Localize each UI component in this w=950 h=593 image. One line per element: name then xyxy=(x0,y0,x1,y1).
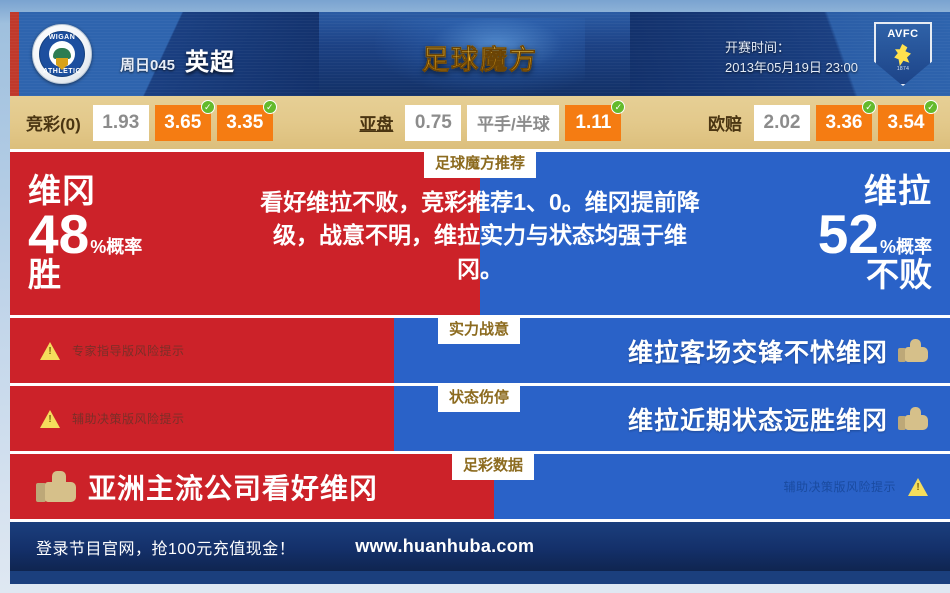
insight-risk-text: 专家指导版风险提示 xyxy=(72,344,185,358)
odds-cell[interactable]: 2.02 xyxy=(754,104,810,141)
odds-selected-check-icon: ✓ xyxy=(611,99,626,114)
odds-selected-check-icon: ✓ xyxy=(862,99,876,114)
odds-cell[interactable]: 1.11 ✓ xyxy=(565,99,626,141)
away-team-name: 维拉 xyxy=(864,172,932,210)
insight-headline: 维拉客场交锋不怵维冈 xyxy=(627,338,888,367)
warning-icon xyxy=(40,409,60,428)
insight-tag-strength: 实力战意 xyxy=(438,318,521,344)
header-accent-stripe xyxy=(10,12,19,96)
odds-group-2: 欧赔 2.02 3.36 ✓ 3.54 ✓ xyxy=(708,99,938,141)
recommendation-text: 看好维拉不败，竞彩推荐1、0。维冈提前降级，战意不明，维拉实力与状态均强于维冈。 xyxy=(260,189,700,282)
avfc-crest-icon: AVFC 1874 xyxy=(874,22,932,86)
thumbs-up-icon xyxy=(898,338,928,363)
odds-bar: 竞彩(0) 1.93 3.65 ✓ 3.35 ✓ 亚盘 0.75 平手/半球 1.11 ✓ 欧赔 2.0… xyxy=(10,96,950,149)
footer-promo-text: 登录节目官网，抢100元充值现金！ xyxy=(36,540,296,558)
thumbs-up-icon xyxy=(36,470,76,503)
insight-row[interactable]: 专家指导版风险提示 维拉客场交锋不怵维冈 实力战意 xyxy=(10,315,950,383)
brand-logo: 足球魔方 xyxy=(408,34,552,81)
match-round: 周日045 xyxy=(120,57,176,74)
odds-cell[interactable]: 1.93 xyxy=(92,104,149,141)
odds-group-1: 亚盘 0.75 平手/半球 1.11 ✓ xyxy=(359,99,626,141)
away-probability-value: 52 xyxy=(817,202,879,265)
kickoff-value: 2013年05月19日 23:00 xyxy=(725,60,858,76)
insight-risk-note: 辅助决策版风险提示 xyxy=(10,386,394,451)
avfc-label: AVFC xyxy=(887,28,919,40)
away-outcome-label: 不败 xyxy=(866,256,932,294)
odds-group-0: 竞彩(0) 1.93 3.65 ✓ 3.35 ✓ xyxy=(26,99,277,141)
match-league: 英超 xyxy=(185,49,236,76)
odds-cell[interactable]: 3.36 ✓ xyxy=(816,99,876,141)
insight-tag-status: 状态伤停 xyxy=(438,386,521,412)
crest-bottom-text: ATHLETIC xyxy=(42,68,82,75)
betting-data-risk-panel: 辅助决策版风险提示 xyxy=(494,454,950,519)
crest-shield-icon xyxy=(56,58,68,70)
home-team-name: 维冈 xyxy=(28,172,96,210)
betting-data-headline-panel: 亚洲主流公司看好维冈 xyxy=(10,454,494,519)
betting-data-row[interactable]: 亚洲主流公司看好维冈 辅助决策版风险提示 足彩数据 xyxy=(10,451,950,519)
kickoff-label: 开赛时间： xyxy=(725,40,791,55)
warning-icon xyxy=(40,341,60,360)
match-panel: WIGAN ATHLETIC 周日045 英超 足球魔方 开赛时间： 2 xyxy=(10,12,950,584)
prediction-row: 维冈 48 %概率 胜 维拉 52 %概率 xyxy=(10,149,950,315)
away-probability-unit: %概率 xyxy=(879,236,932,257)
odds-cell[interactable]: 3.65 ✓ xyxy=(154,99,215,141)
odds-cell[interactable]: 平手/半球 xyxy=(467,104,560,141)
odds-cell[interactable]: 3.35 ✓ xyxy=(216,99,277,141)
warning-icon xyxy=(908,477,928,496)
footer-url[interactable]: www.huanhuba.com xyxy=(355,536,535,556)
recommendation-tag: 足球魔方推荐 xyxy=(423,152,537,178)
crest-top-text: WIGAN xyxy=(48,34,76,41)
odds-group-title: 竞彩(0) xyxy=(26,115,81,134)
insight-risk-note: 专家指导版风险提示 xyxy=(10,318,394,383)
insight-headline: 维拉近期状态远胜维冈 xyxy=(627,406,888,435)
away-probability-panel: 维拉 52 %概率 不败 xyxy=(702,152,950,315)
odds-cell[interactable]: 3.54 ✓ xyxy=(878,99,938,141)
wigan-crest-icon: WIGAN ATHLETIC xyxy=(32,24,92,84)
odds-selected-check-icon: ✓ xyxy=(262,99,277,114)
away-team-badge: AVFC 1874 xyxy=(874,22,932,86)
home-probability-panel: 维冈 48 %概率 胜 xyxy=(10,152,258,315)
betting-data-risk-text: 辅助决策版风险提示 xyxy=(783,480,896,494)
insight-risk-text: 辅助决策版风险提示 xyxy=(72,412,185,426)
home-team-badge: WIGAN ATHLETIC xyxy=(32,24,92,84)
crest-tree-icon xyxy=(53,48,71,59)
lion-icon xyxy=(894,44,911,67)
footer-bar: 登录节目官网，抢100元充值现金！ www.huanhuba.com xyxy=(10,519,950,571)
match-meta: 周日045 英超 xyxy=(120,42,235,77)
home-probability-unit: %概率 xyxy=(90,236,143,257)
match-header: WIGAN ATHLETIC 周日045 英超 足球魔方 开赛时间： 2 xyxy=(10,12,950,96)
odds-selected-check-icon: ✓ xyxy=(200,99,215,114)
home-probability-value: 48 xyxy=(28,202,90,265)
kickoff-block: 开赛时间： 2013年05月19日 23:00 xyxy=(725,38,858,78)
insight-row[interactable]: 辅助决策版风险提示 维拉近期状态远胜维冈 状态伤停 xyxy=(10,383,950,451)
thumbs-up-icon xyxy=(898,406,928,431)
odds-cell[interactable]: 0.75 xyxy=(405,104,462,141)
odds-group-title[interactable]: 亚盘 xyxy=(359,115,394,134)
betting-data-tag: 足彩数据 xyxy=(452,454,535,480)
prediction-advice-backdrop xyxy=(258,152,702,315)
odds-group-title: 欧赔 xyxy=(708,115,742,134)
home-outcome-label: 胜 xyxy=(28,256,61,294)
odds-selected-check-icon: ✓ xyxy=(924,99,938,114)
avfc-year: 1874 xyxy=(896,66,910,72)
betting-data-headline: 亚洲主流公司看好维冈 xyxy=(88,472,379,504)
